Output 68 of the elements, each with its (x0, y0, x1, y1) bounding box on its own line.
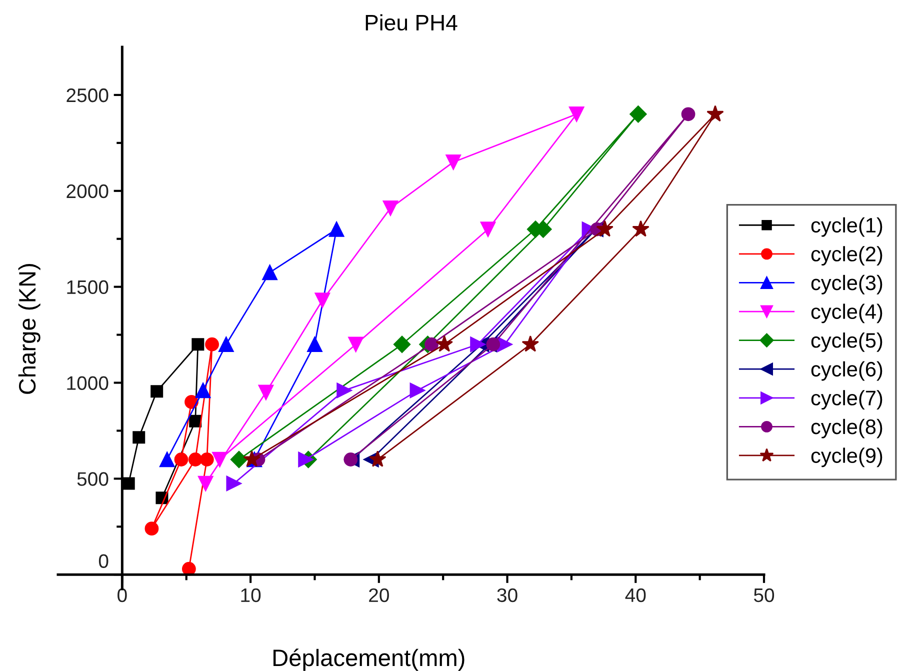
point (393, 336, 411, 353)
legend-label: cycle(9) (811, 448, 882, 468)
point (681, 107, 696, 122)
point (226, 476, 242, 492)
legend-label: cycle(7) (811, 390, 882, 410)
point (369, 450, 386, 467)
x-tick-label: 10 (241, 588, 261, 602)
point (195, 382, 211, 398)
point (182, 562, 196, 576)
y-tick-label: 500 (77, 472, 108, 486)
point (328, 222, 344, 237)
point (122, 477, 135, 490)
y-axis-title: Charge (KN) (18, 264, 40, 394)
point (230, 450, 248, 468)
point (424, 337, 438, 352)
point (212, 452, 228, 468)
point (446, 154, 461, 170)
y-tick-label: 2500 (66, 88, 108, 102)
point (314, 292, 330, 308)
legend-label: cycle(4) (811, 304, 882, 324)
point (568, 106, 584, 122)
point (132, 431, 146, 444)
point (144, 522, 159, 536)
x-tick-label: 40 (625, 588, 646, 602)
chart-title: Pieu PH4 (366, 14, 458, 31)
y-tick-label: 1500 (67, 280, 108, 294)
x-axis-title: Déplacement(mm) (273, 648, 464, 671)
point (307, 336, 322, 352)
y-tick-label: 2000 (66, 184, 108, 198)
x-tick-label: 30 (497, 588, 518, 602)
point (470, 336, 486, 352)
point (336, 382, 352, 398)
legend-label: cycle(8) (811, 418, 882, 438)
point (262, 264, 278, 280)
point (706, 105, 724, 122)
legend-label: cycle(3) (811, 274, 882, 294)
point (159, 452, 175, 468)
legend-label: cycle(6) (811, 361, 882, 381)
y-tick-label: 1000 (67, 376, 108, 390)
x-tick-label: 50 (754, 588, 774, 602)
legend-label: cycle(5) (811, 332, 882, 352)
point (348, 336, 364, 352)
point (188, 452, 202, 466)
point (150, 385, 164, 398)
point (243, 450, 260, 467)
point (522, 335, 539, 352)
point (298, 452, 314, 468)
point (205, 337, 219, 352)
point (596, 220, 614, 237)
point (258, 384, 274, 400)
point (630, 106, 647, 123)
legend-label: cycle(2) (811, 246, 882, 266)
legend-label: cycle(1) (811, 217, 882, 237)
point (218, 336, 234, 352)
point (486, 337, 500, 352)
point (192, 338, 204, 351)
point (174, 452, 188, 466)
point (200, 452, 214, 466)
y-tick-label: 0 (98, 554, 108, 568)
point (436, 335, 453, 352)
point (184, 394, 198, 409)
point (480, 222, 496, 237)
point (410, 382, 426, 398)
x-tick-label: 20 (369, 588, 389, 602)
point (632, 220, 650, 237)
point (198, 476, 214, 492)
point (189, 414, 202, 428)
point (382, 200, 398, 216)
